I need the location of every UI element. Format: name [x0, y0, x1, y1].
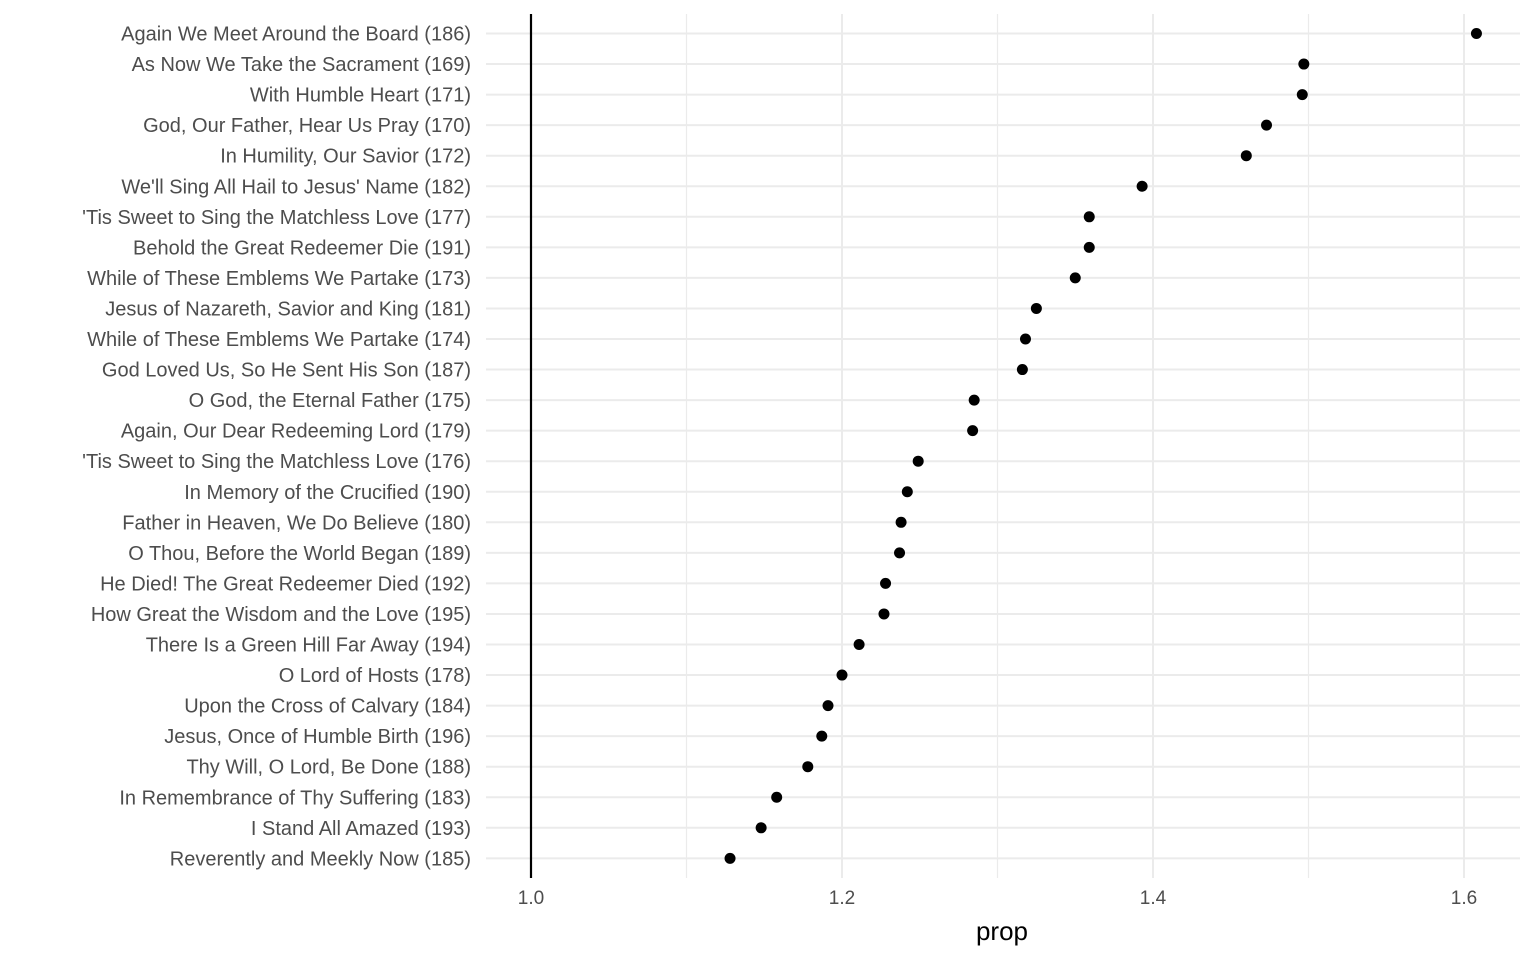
category-label: Again, Our Dear Redeeming Lord (179)	[121, 421, 471, 443]
data-point	[895, 516, 907, 528]
data-point	[755, 822, 767, 834]
category-label: Again We Meet Around the Board (186)	[121, 24, 471, 46]
category-label: While of These Emblems We Partake (173)	[87, 268, 471, 290]
data-point	[912, 455, 924, 467]
data-point	[894, 547, 906, 559]
data-point	[836, 669, 848, 681]
category-label: As Now We Take the Sacrament (169)	[132, 54, 471, 76]
category-label: Behold the Great Redeemer Die (191)	[133, 237, 471, 259]
category-label: How Great the Wisdom and the Love (195)	[91, 604, 471, 626]
grid-lines	[486, 14, 1520, 878]
x-tick-label: 1.6	[1451, 888, 1477, 909]
data-point	[802, 761, 814, 773]
category-label: We'll Sing All Hail to Jesus' Name (182)	[121, 176, 471, 198]
category-label: O God, the Eternal Father (175)	[189, 390, 471, 412]
category-label: 'Tis Sweet to Sing the Matchless Love (1…	[82, 207, 471, 229]
data-points	[724, 28, 1482, 864]
x-axis-title: prop	[976, 916, 1028, 946]
category-label: Father in Heaven, We Do Believe (180)	[122, 512, 471, 534]
category-label: While of These Emblems We Partake (174)	[87, 329, 471, 351]
data-point	[822, 700, 834, 712]
data-point	[1296, 89, 1308, 101]
category-label: In Memory of the Crucified (190)	[184, 482, 471, 504]
data-point	[1019, 333, 1031, 345]
category-labels: Again We Meet Around the Board (186) As N…	[82, 24, 471, 871]
data-point	[1030, 302, 1042, 314]
category-label: With Humble Heart (171)	[250, 85, 471, 107]
category-label: 'Tis Sweet to Sing the Matchless Love (1…	[82, 451, 471, 473]
category-label: God, Our Father, Hear Us Pray (170)	[143, 115, 471, 137]
x-tick-label: 1.4	[1140, 888, 1167, 909]
category-label: God Loved Us, So He Sent His Son (187)	[102, 360, 471, 382]
category-label: O Thou, Before the World Began (189)	[128, 543, 471, 565]
x-tick-label: 1.2	[829, 888, 855, 909]
category-label: He Died! The Great Redeemer Died (192)	[100, 573, 471, 595]
category-label: Jesus, Once of Humble Birth (196)	[164, 726, 471, 748]
data-point	[1083, 211, 1095, 223]
category-label: O Lord of Hosts (178)	[279, 665, 471, 687]
category-label: Upon the Cross of Calvary (184)	[184, 696, 471, 718]
data-point	[816, 730, 828, 742]
category-label: There Is a Green Hill Far Away (194)	[146, 635, 471, 657]
category-label: Thy Will, O Lord, Be Done (188)	[186, 757, 471, 779]
data-point	[880, 577, 892, 589]
data-point	[724, 852, 736, 864]
data-point	[853, 639, 865, 650]
category-label: Jesus of Nazareth, Savior and King (181)	[105, 298, 471, 320]
x-tick-label: 1.0	[518, 888, 544, 909]
data-point	[1298, 58, 1310, 70]
category-label: In Remembrance of Thy Suffering (183)	[119, 787, 471, 809]
data-point	[878, 608, 890, 620]
data-point	[1069, 272, 1081, 284]
category-label: I Stand All Amazed (193)	[251, 818, 471, 840]
data-point	[1083, 241, 1095, 253]
data-point	[1261, 119, 1273, 131]
x-tick-labels: 1.0 1.2 1.4 1.6	[518, 888, 1477, 909]
data-point	[1240, 150, 1252, 162]
data-point	[968, 394, 980, 406]
data-point	[1016, 364, 1028, 376]
data-point	[1470, 28, 1482, 39]
data-point	[967, 425, 979, 437]
data-point	[901, 486, 913, 498]
category-label: Reverently and Meekly Now (185)	[170, 848, 471, 870]
category-label: In Humility, Our Savior (172)	[220, 146, 471, 168]
data-point	[771, 791, 783, 803]
data-point	[1136, 180, 1148, 192]
